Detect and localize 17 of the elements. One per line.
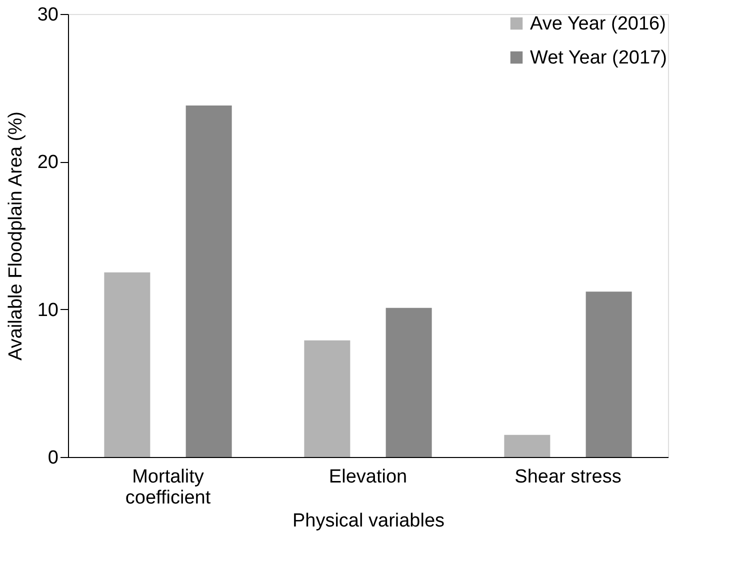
bar bbox=[186, 106, 232, 457]
y-tick-label: 30 bbox=[37, 4, 58, 26]
x-tick-label: Elevation bbox=[328, 466, 408, 488]
bar bbox=[586, 292, 632, 457]
y-tick-label: 20 bbox=[37, 152, 58, 174]
x-axis-title: Physical variables bbox=[292, 510, 445, 532]
bar bbox=[504, 434, 550, 457]
legend-label: Wet Year (2017) bbox=[530, 48, 667, 68]
x-tick-label: Shear stress bbox=[514, 466, 622, 488]
x-tick-label: Mortality coefficient bbox=[125, 466, 212, 508]
legend-label: Ave Year (2016) bbox=[530, 14, 666, 34]
y-tick-label: 10 bbox=[37, 300, 58, 321]
y-tick-label: 0 bbox=[48, 448, 58, 468]
bar bbox=[104, 272, 150, 457]
bar bbox=[386, 308, 432, 457]
y-axis-title: Available Floodplain Area (%) bbox=[5, 112, 26, 360]
bar bbox=[304, 340, 350, 457]
